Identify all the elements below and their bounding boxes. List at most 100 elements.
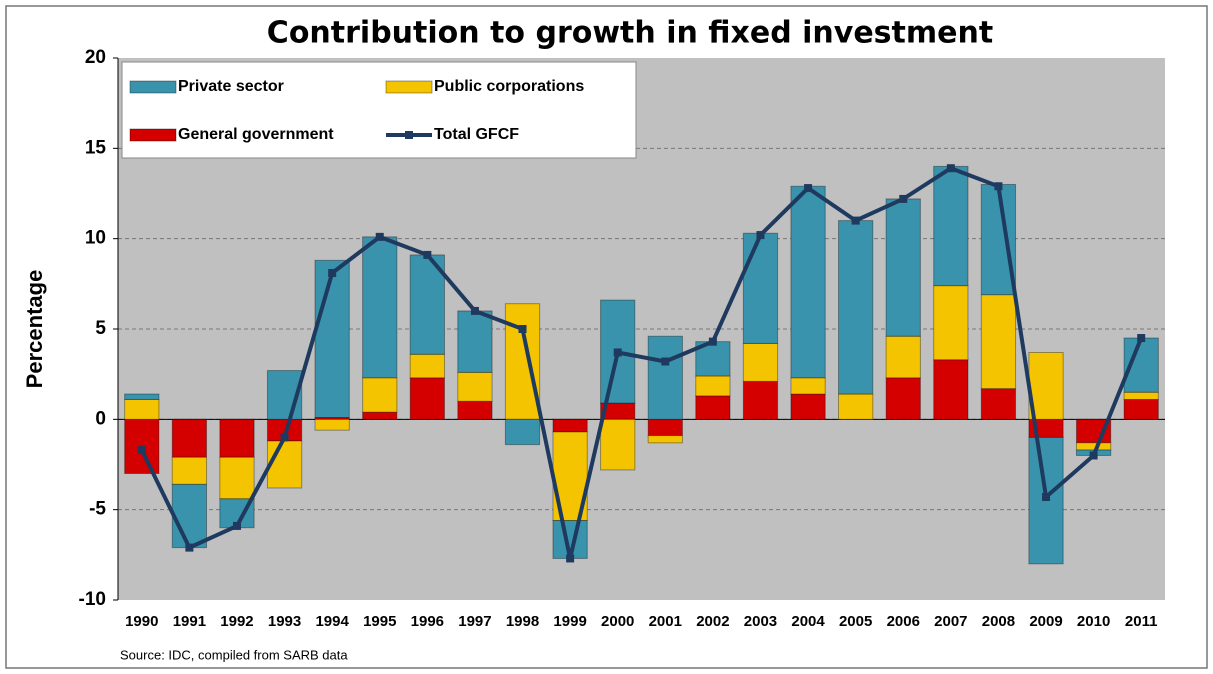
- line-marker: [518, 325, 527, 333]
- x-tick-label: 2002: [696, 613, 729, 630]
- bar: [695, 375, 731, 397]
- x-tick-label: 1991: [173, 613, 206, 630]
- legend-label: Private sector: [178, 78, 284, 95]
- bar: [838, 220, 874, 395]
- y-tick-label: 10: [85, 228, 106, 249]
- bar: [171, 456, 208, 485]
- line-marker: [185, 543, 194, 552]
- x-tick-label: 1995: [363, 613, 396, 630]
- legend-swatch: [385, 80, 433, 94]
- y-tick-label: 0: [95, 408, 106, 429]
- line-marker: [756, 231, 765, 240]
- bar: [314, 418, 350, 431]
- x-tick-label: 1994: [315, 613, 349, 630]
- bar: [838, 393, 874, 420]
- bar: [647, 335, 683, 420]
- bar: [124, 398, 160, 420]
- line-marker: [851, 216, 860, 225]
- line-marker: [613, 348, 622, 357]
- bar: [980, 388, 1017, 420]
- chart-title: Contribution to growth in fixed investme…: [267, 16, 993, 51]
- line-marker: [566, 554, 575, 563]
- bar: [409, 353, 445, 379]
- x-tick-label: 1993: [268, 613, 301, 630]
- bar: [362, 236, 398, 379]
- x-tick-label: 2006: [887, 613, 920, 630]
- bar: [171, 483, 208, 549]
- bar: [362, 411, 398, 420]
- source-note: Source: IDC, compiled from SARB data: [120, 647, 348, 662]
- x-tick-label: 1998: [506, 613, 539, 630]
- bar: [124, 393, 160, 400]
- line-marker: [899, 194, 908, 203]
- bar: [504, 303, 541, 420]
- bar: [457, 371, 493, 402]
- y-tick-label: -10: [79, 589, 106, 610]
- line-marker: [708, 337, 717, 346]
- x-tick-label: 1996: [411, 613, 444, 630]
- x-tick-label: 2005: [839, 613, 872, 630]
- bar: [504, 418, 541, 446]
- legend-box: [121, 61, 637, 159]
- legend-label: General government: [178, 126, 334, 143]
- bar: [314, 259, 350, 419]
- bar: [933, 285, 969, 361]
- line-marker: [280, 433, 289, 442]
- bar: [790, 393, 826, 420]
- bar: [457, 400, 493, 420]
- line-marker: [661, 357, 670, 366]
- x-tick-label: 2003: [744, 613, 777, 630]
- bar: [600, 418, 636, 471]
- bar: [742, 342, 779, 382]
- bar: [1123, 391, 1159, 400]
- line-marker: [137, 446, 146, 455]
- line-marker: [946, 164, 955, 173]
- legend-swatch: [405, 131, 413, 139]
- line-marker: [1042, 493, 1051, 502]
- bar: [933, 165, 969, 287]
- bar: [1075, 442, 1112, 451]
- line-marker: [1089, 451, 1098, 460]
- bar: [1028, 436, 1064, 565]
- line: [139, 165, 1144, 559]
- bar: [409, 377, 445, 420]
- line-marker: [1137, 334, 1146, 343]
- bar: [219, 418, 255, 458]
- x-tick-label: 1997: [458, 613, 491, 630]
- x-tick-label: 2010: [1077, 613, 1110, 630]
- bar: [1123, 398, 1159, 420]
- line-marker: [470, 306, 479, 315]
- x-tick-label: 1990: [125, 613, 158, 630]
- line-marker: [994, 182, 1003, 191]
- x-tick-label: 1992: [220, 613, 253, 630]
- line-marker: [375, 232, 384, 241]
- bar: [742, 380, 779, 420]
- bar: [457, 310, 493, 373]
- x-tick-label: 2000: [601, 613, 634, 630]
- legend-label: Total GFCF: [434, 126, 519, 143]
- bar: [647, 418, 683, 437]
- bar: [790, 185, 826, 379]
- bar: [980, 183, 1017, 296]
- x-tick-label: 2008: [982, 613, 1015, 630]
- bar: [695, 395, 731, 420]
- y-axis-label: Percentage: [22, 270, 47, 389]
- bar: [362, 377, 398, 413]
- line-marker: [328, 268, 337, 277]
- x-tick-label: 2009: [1029, 613, 1062, 630]
- x-tick-label: 2001: [649, 613, 682, 630]
- y-tick-label: 15: [85, 137, 107, 158]
- bar: [933, 359, 969, 420]
- bar: [171, 418, 208, 458]
- y-tick-label: 20: [85, 47, 106, 68]
- bar: [885, 377, 921, 420]
- legend-swatch: [129, 128, 177, 142]
- y-tick-label: -5: [89, 499, 106, 520]
- x-tick-label: 2004: [791, 613, 825, 630]
- y-tick-label: 5: [95, 318, 106, 339]
- bar: [742, 232, 779, 344]
- bar: [885, 335, 921, 379]
- legend-swatch: [129, 80, 177, 94]
- bar: [980, 294, 1017, 390]
